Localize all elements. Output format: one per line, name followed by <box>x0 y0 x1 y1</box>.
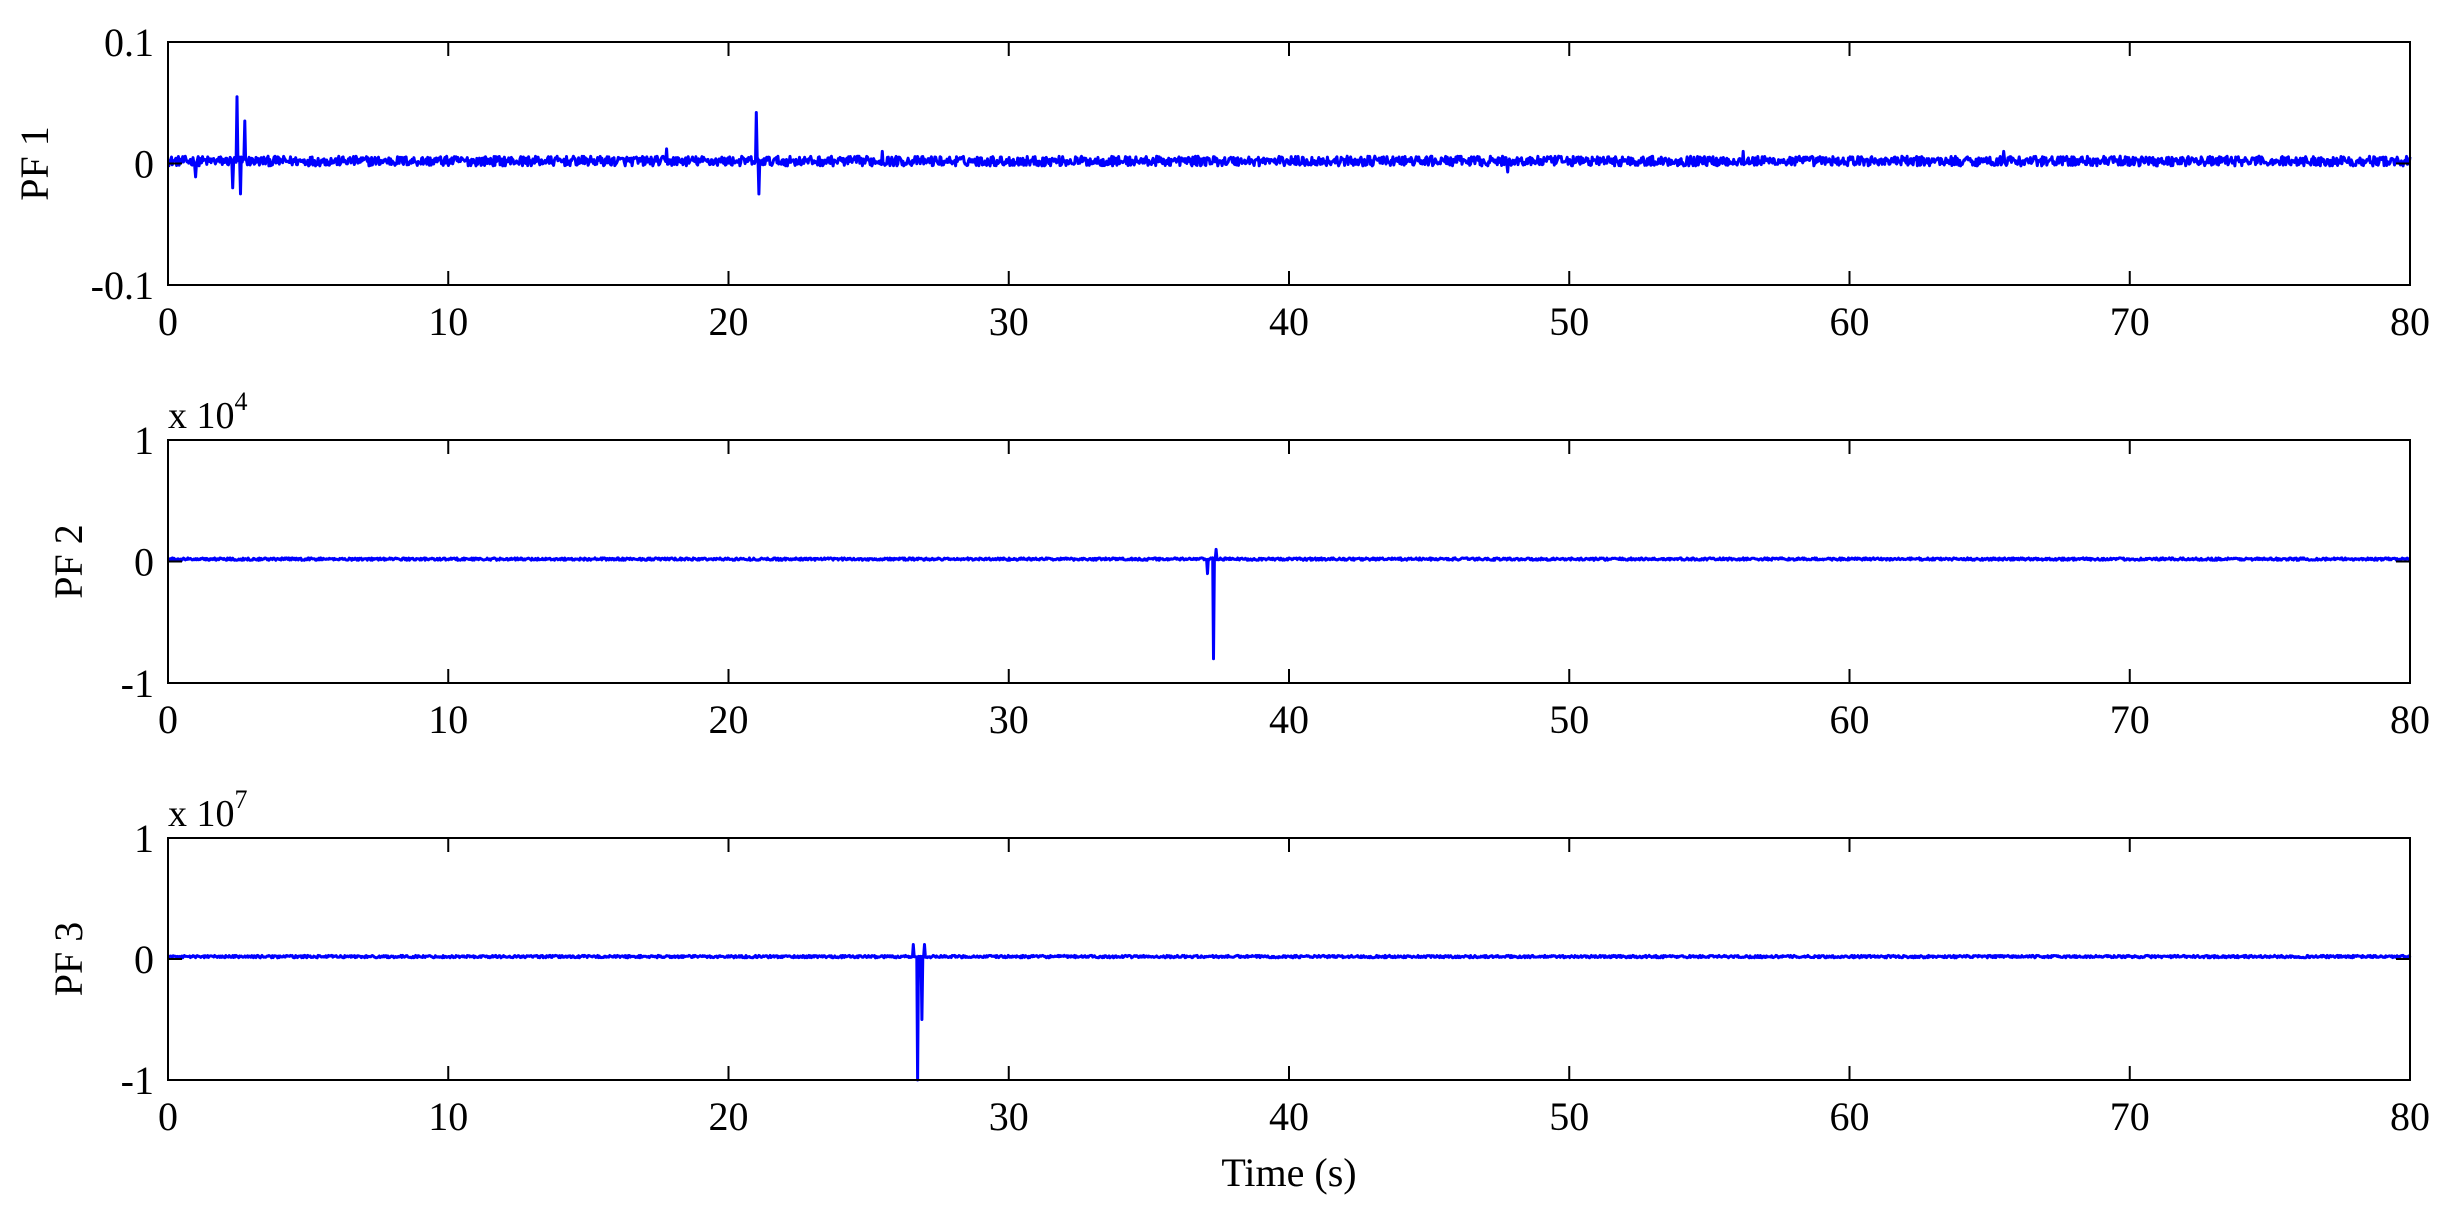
x-tick-label: 40 <box>1269 697 1309 742</box>
x-tick-label: 20 <box>709 1094 749 1139</box>
y-tick-label: 0.1 <box>104 20 154 65</box>
x-tick-label: 40 <box>1269 1094 1309 1139</box>
y-tick-label: 0 <box>134 540 154 585</box>
panels: 0 10 20 30 40 50 60 70 80-0.100.1PF 10 10 20 30 40 50… <box>12 20 2430 1139</box>
y-axis-label: PF 3 <box>46 922 91 997</box>
y-tick-label: -1 <box>121 661 154 706</box>
signal-line-1 <box>167 95 2412 196</box>
y-multiplier: x 107 <box>168 785 248 835</box>
y-tick-label: -1 <box>121 1058 154 1103</box>
y-axis-label: PF 1 <box>12 126 57 201</box>
x-tick-label: 60 <box>1830 299 1870 344</box>
y-tick-label: 0 <box>134 142 154 187</box>
y-tick-label: 1 <box>134 816 154 861</box>
x-tick-label: 20 <box>709 299 749 344</box>
y-tick-label: 0 <box>134 937 154 982</box>
x-tick-label: 70 <box>2110 299 2150 344</box>
x-axis-label: Time (s) <box>1221 1150 1356 1195</box>
x-tick-label: 10 <box>428 697 468 742</box>
x-tick-label: 80 <box>2390 299 2430 344</box>
x-tick-label: 80 <box>2390 697 2430 742</box>
signal-line-3 <box>167 943 2412 1082</box>
x-tick-label: 50 <box>1549 1094 1589 1139</box>
x-tick-label: 50 <box>1549 299 1589 344</box>
x-tick-label: 70 <box>2110 697 2150 742</box>
x-tick-label: 10 <box>428 299 468 344</box>
x-tick-label: 10 <box>428 1094 468 1139</box>
x-tick-label: 0 <box>158 697 178 742</box>
x-tick-label: 30 <box>989 299 1029 344</box>
x-tick-label: 70 <box>2110 1094 2150 1139</box>
x-tick-label: 50 <box>1549 697 1589 742</box>
signal-line-2 <box>167 547 2412 661</box>
y-axis-label: PF 2 <box>46 524 91 599</box>
x-tick-label: 0 <box>158 1094 178 1139</box>
panel-1: 0 10 20 30 40 50 60 70 80-0.100.1PF 1 <box>12 20 2430 344</box>
y-multiplier: x 104 <box>168 387 248 437</box>
x-tick-label: 40 <box>1269 299 1309 344</box>
x-tick-label: 20 <box>709 697 749 742</box>
y-tick-label: -0.1 <box>91 263 154 308</box>
x-tick-label: 30 <box>989 1094 1029 1139</box>
x-tick-label: 60 <box>1830 697 1870 742</box>
x-tick-label: 0 <box>158 299 178 344</box>
x-tick-label: 30 <box>989 697 1029 742</box>
y-tick-label: 1 <box>134 418 154 463</box>
x-tick-label: 60 <box>1830 1094 1870 1139</box>
x-tick-label: 80 <box>2390 1094 2430 1139</box>
